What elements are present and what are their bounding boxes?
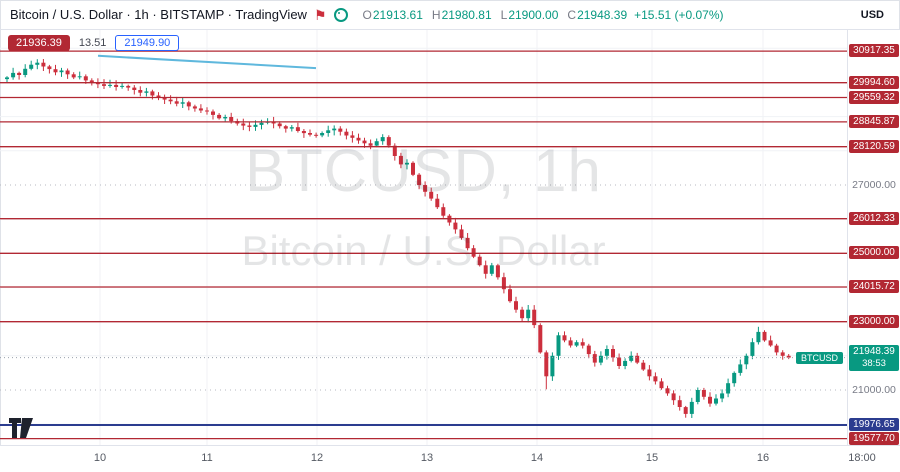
symbol-title[interactable]: Bitcoin / U.S. Dollar · 1h · BITSTAMP · … [10, 7, 307, 22]
tradingview-logo[interactable] [8, 417, 34, 439]
time-axis-tick: 14 [530, 452, 544, 464]
high-value: 21980.81 [441, 7, 492, 22]
price-axis-label[interactable]: 23000.00 [849, 314, 899, 328]
price-line-badges: 21936.39 13.51 21949.90 [8, 35, 180, 51]
low-value: 21900.00 [508, 7, 559, 22]
price-axis-label[interactable]: 25000.00 [849, 246, 899, 260]
chart-header: Bitcoin / U.S. Dollar · 1h · BITSTAMP · … [0, 0, 900, 30]
alert-price-badge[interactable]: 21936.39 [8, 35, 70, 51]
open-label: O [362, 7, 372, 22]
close-label: C [567, 7, 577, 22]
price-axis-label: 27000.00 [852, 179, 896, 191]
price-axis-label[interactable]: 26012.33 [849, 211, 899, 225]
price-axis-label[interactable]: 29994.60 [849, 75, 899, 89]
target-icon[interactable] [333, 7, 348, 22]
spread-value: 13.51 [78, 37, 107, 49]
order-price-badge[interactable]: 21949.90 [115, 35, 180, 51]
time-axis[interactable]: 10 11 12 13 14 15 16 18:00 [0, 445, 900, 472]
ohlc-values: O 21913.61 H 21980.81 L 21900.00 C 21948.39 [363, 8, 628, 22]
price-axis-label[interactable]: 28120.59 [849, 139, 899, 153]
price-axis-label[interactable]: 19577.70 [849, 431, 899, 445]
price-axis-label: 21000.00 [852, 384, 896, 396]
time-axis-tick: 15 [645, 452, 659, 464]
time-axis-tick: 13 [420, 452, 434, 464]
series-symbol-tag: BTCUSD [795, 351, 843, 364]
high-label: H [431, 7, 441, 22]
time-axis-tick: 12 [310, 452, 324, 464]
current-price-label[interactable]: 21948.39 38:53 [849, 344, 899, 371]
price-axis-label[interactable]: 24015.72 [849, 280, 899, 293]
price-axis-label[interactable]: 19976.65 [849, 418, 899, 431]
time-axis-tick: 16 [756, 452, 770, 464]
flag-icon[interactable]: ⚑ [313, 6, 327, 23]
price-axis-label[interactable]: 29559.32 [849, 90, 899, 104]
price-change: +15.51 (+0.07%) [634, 7, 724, 22]
currency-toggle-button[interactable]: USD [860, 8, 884, 21]
chart-main: BTCUSD, 1h Bitcoin / U.S. Dollar 21936.3… [0, 30, 900, 445]
chart-canvas[interactable] [0, 30, 847, 445]
price-axis-label[interactable]: 28845.87 [849, 114, 899, 128]
time-axis-tick: 10 [93, 452, 107, 464]
open-value: 21913.61 [372, 7, 423, 22]
low-label: L [500, 7, 508, 22]
chart-pane[interactable]: BTCUSD, 1h Bitcoin / U.S. Dollar 21936.3… [0, 30, 847, 445]
time-axis-tick: 11 [201, 452, 213, 464]
price-axis-label[interactable]: 30917.35 [849, 44, 899, 58]
time-axis-tick: 18:00 [848, 452, 876, 464]
close-value: 21948.39 [577, 7, 628, 22]
price-axis[interactable]: 30917.35 29994.60 29559.32 28845.87 28120.59… [847, 30, 900, 445]
